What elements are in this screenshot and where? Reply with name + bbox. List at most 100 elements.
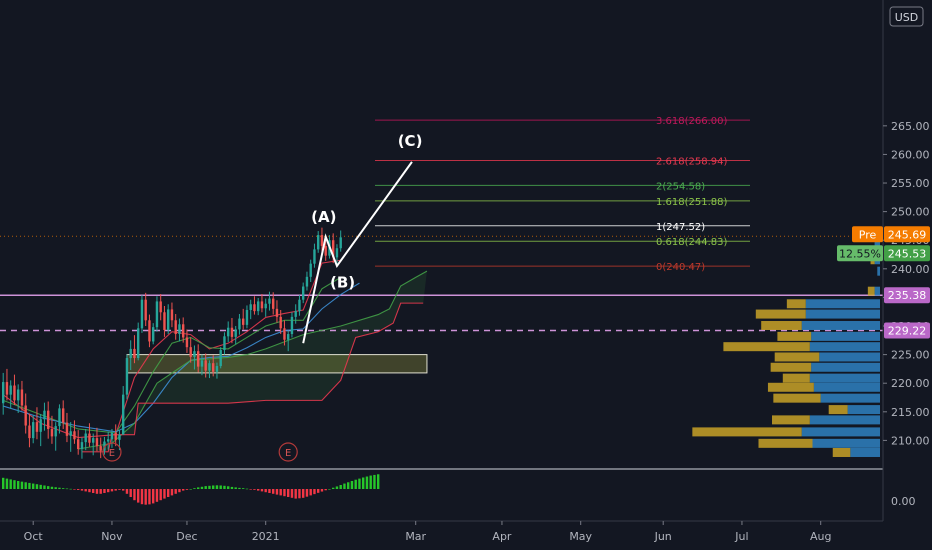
candle-body[interactable] — [140, 299, 144, 329]
candle-body[interactable] — [298, 299, 301, 312]
candle-body[interactable] — [283, 328, 286, 340]
candle-body[interactable] — [249, 304, 252, 310]
candle-body[interactable] — [242, 318, 245, 325]
candle-body[interactable] — [230, 327, 234, 337]
candle-body[interactable] — [167, 309, 170, 331]
candle-body[interactable] — [253, 304, 256, 312]
earnings-marker[interactable] — [278, 442, 298, 462]
candle-body[interactable] — [137, 328, 140, 359]
candle-body[interactable] — [238, 318, 241, 330]
wave-path[interactable] — [302, 161, 413, 344]
candle-body[interactable] — [320, 235, 324, 246]
candlesticks[interactable] — [2, 227, 342, 459]
candle-body[interactable] — [73, 431, 76, 440]
candle-body[interactable] — [317, 235, 320, 250]
candle-body[interactable] — [302, 286, 305, 300]
candle-body[interactable] — [275, 308, 279, 317]
currency-button[interactable]: USD — [889, 6, 924, 27]
candle-body[interactable] — [28, 425, 31, 439]
candle-body[interactable] — [294, 311, 297, 317]
zone-rectangle[interactable] — [126, 354, 428, 374]
candle-body[interactable] — [77, 439, 80, 449]
candle-body[interactable] — [54, 426, 57, 437]
candle-body[interactable] — [9, 385, 12, 395]
candle-body[interactable] — [2, 382, 5, 404]
candle-body[interactable] — [268, 298, 271, 304]
candle-body[interactable] — [144, 299, 147, 321]
candle-body[interactable] — [62, 408, 65, 423]
candle-body[interactable] — [335, 248, 339, 258]
candle-body[interactable] — [272, 298, 275, 309]
candle-body[interactable] — [215, 366, 219, 372]
candle-body[interactable] — [133, 348, 136, 359]
candle-body[interactable] — [182, 324, 185, 338]
candle-body[interactable] — [170, 309, 174, 321]
candle-body[interactable] — [159, 301, 162, 313]
candle-body[interactable] — [223, 336, 226, 351]
candle-body[interactable] — [309, 263, 312, 277]
candle-body[interactable] — [125, 358, 129, 395]
candle-body[interactable] — [208, 363, 211, 371]
candle-body[interactable] — [174, 320, 177, 335]
candle-body[interactable] — [163, 312, 166, 331]
candle-body[interactable] — [32, 422, 35, 439]
candle-body[interactable] — [20, 389, 24, 406]
candle-body[interactable] — [313, 249, 316, 264]
candle-body[interactable] — [84, 433, 87, 443]
candle-body[interactable] — [189, 347, 192, 357]
candle-body[interactable] — [193, 351, 196, 357]
candle-body[interactable] — [95, 438, 99, 447]
candle-body[interactable] — [185, 337, 189, 348]
candle-body[interactable] — [92, 438, 95, 443]
candle-body[interactable] — [118, 434, 121, 440]
candle-body[interactable] — [204, 360, 207, 371]
candle-body[interactable] — [227, 327, 230, 337]
candle-body[interactable] — [212, 363, 215, 372]
candle-body[interactable] — [114, 432, 117, 440]
candle-body[interactable] — [88, 433, 91, 443]
candle-body[interactable] — [200, 360, 204, 367]
elliott-wave[interactable]: (A) (B) (C) — [302, 132, 422, 344]
candle-body[interactable] — [50, 428, 54, 437]
candle-body[interactable] — [69, 431, 72, 436]
candle-body[interactable] — [39, 419, 42, 432]
candle-body[interactable] — [245, 309, 249, 325]
candle-body[interactable] — [107, 439, 110, 442]
candle-body[interactable] — [43, 410, 46, 420]
candle-body[interactable] — [155, 301, 159, 328]
candle-body[interactable] — [197, 351, 200, 367]
candle-body[interactable] — [5, 382, 9, 395]
candle-body[interactable] — [65, 422, 69, 436]
candle-body[interactable] — [99, 446, 102, 451]
candle-body[interactable] — [122, 394, 125, 435]
earnings-marker[interactable] — [102, 442, 122, 462]
candle-body[interactable] — [58, 408, 61, 427]
candle-body[interactable] — [290, 316, 294, 335]
candle-body[interactable] — [324, 245, 327, 256]
candle-body[interactable] — [17, 389, 20, 401]
candle-body[interactable] — [47, 410, 50, 429]
candle-body[interactable] — [13, 385, 16, 401]
candle-body[interactable] — [332, 240, 335, 258]
candle-body[interactable] — [264, 303, 267, 309]
candle-body[interactable] — [178, 324, 181, 335]
candle-body[interactable] — [110, 432, 114, 440]
candle-body[interactable] — [287, 334, 290, 340]
time-axis[interactable]: Oct Nov Dec 2021 Mar Apr May Jun Jul Aug — [24, 521, 832, 543]
candle-body[interactable] — [24, 405, 27, 426]
candle-body[interactable] — [148, 320, 151, 342]
candle-body[interactable] — [219, 350, 222, 367]
candle-body[interactable] — [339, 237, 342, 249]
candle-body[interactable] — [257, 301, 260, 312]
candle-body[interactable] — [80, 442, 84, 449]
candle-body[interactable] — [234, 329, 237, 337]
candle-body[interactable] — [129, 348, 132, 359]
candle-body[interactable] — [279, 316, 282, 329]
price-axis-panel[interactable] — [883, 0, 932, 550]
candle-body[interactable] — [305, 276, 309, 287]
candle-body[interactable] — [260, 301, 264, 309]
candle-body[interactable] — [35, 422, 39, 432]
candle-body[interactable] — [152, 327, 155, 342]
